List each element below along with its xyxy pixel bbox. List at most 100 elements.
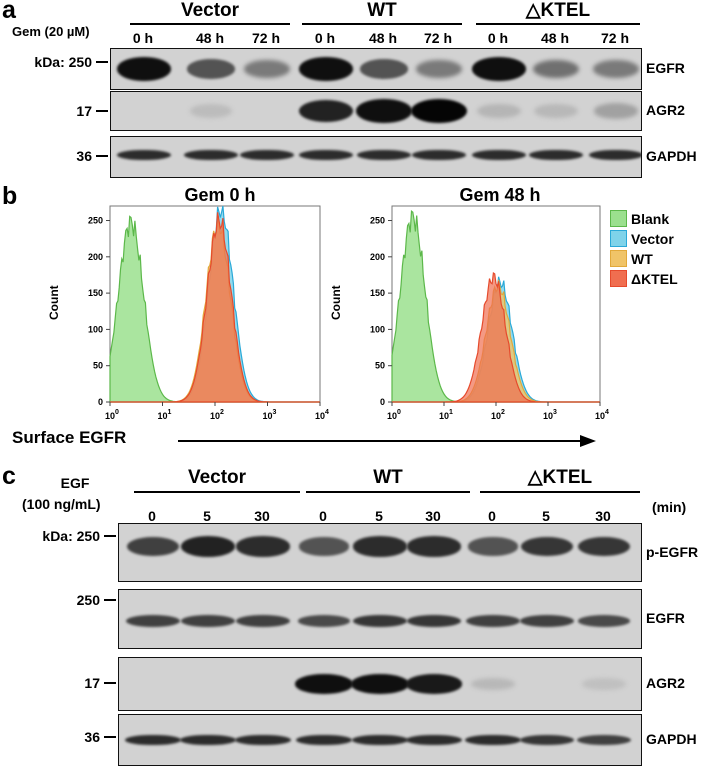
- legend-label: WT: [631, 250, 653, 267]
- histogram-title-gem-48h: Gem 48 h: [459, 185, 541, 205]
- x-tick-label: 100: [387, 409, 401, 421]
- protein-band: [117, 149, 171, 161]
- lane-label: 0 h: [314, 30, 336, 46]
- y-tick-label: 150: [370, 288, 385, 298]
- protein-band: [532, 59, 580, 79]
- protein-label-egfr: EGFR: [646, 60, 685, 76]
- y-tick-label: 250: [370, 216, 385, 226]
- x-tick-label: 102: [210, 409, 224, 421]
- protein-band: [240, 149, 294, 161]
- protein-band: [184, 149, 238, 161]
- protein-band: [299, 149, 353, 161]
- group-label-wt: WT: [373, 467, 403, 488]
- kda-marker-label: 250: [76, 592, 100, 608]
- group-label-vector: Vector: [180, 0, 240, 21]
- x-tick-exponent: 1: [168, 409, 172, 416]
- protein-band: [470, 678, 516, 690]
- time-unit-label: (min): [652, 499, 687, 515]
- group-underline: [476, 23, 640, 25]
- protein-label-gapdh: GAPDH: [646, 148, 697, 164]
- protein-label-egfr: EGFR: [646, 610, 685, 626]
- group-underline: [480, 491, 640, 493]
- protein-band: [593, 103, 639, 119]
- group-label-dktel: △KTEL: [527, 467, 593, 488]
- blot-strip-gapdh: [118, 714, 642, 766]
- protein-band: [472, 149, 526, 161]
- legend-swatch: [610, 270, 627, 288]
- legend-swatch: [610, 230, 627, 248]
- protein-band: [126, 614, 180, 628]
- protein-band: [353, 536, 407, 557]
- lane-label: 0: [148, 508, 156, 524]
- y-tick-label: 0: [98, 397, 103, 407]
- lane-label: 5: [542, 508, 550, 524]
- egf-concentration-label: (100 ng/mL): [22, 496, 101, 512]
- protein-band: [299, 99, 353, 123]
- legend-swatch: [610, 250, 627, 268]
- legend-item: Blank: [610, 210, 669, 228]
- x-tick-label: 104: [595, 409, 609, 421]
- protein-band: [593, 60, 639, 78]
- lane-label: 48 h: [195, 30, 224, 46]
- protein-band: [406, 614, 462, 628]
- lane-label: 48 h: [368, 30, 397, 46]
- y-axis-label-count: Count: [329, 285, 343, 320]
- protein-band: [519, 734, 575, 746]
- lane-label: 72 h: [423, 30, 452, 46]
- y-tick-label: 100: [370, 324, 385, 334]
- group-underline: [130, 23, 290, 25]
- protein-band: [581, 678, 627, 690]
- protein-band: [186, 59, 236, 79]
- protein-band: [520, 536, 574, 557]
- histogram-title-gem-0h: Gem 0 h: [184, 185, 256, 205]
- y-tick-label: 50: [375, 361, 385, 371]
- x-tick-label: 103: [543, 409, 557, 421]
- protein-band: [405, 674, 463, 694]
- protein-band: [359, 59, 409, 79]
- group-underline: [134, 491, 300, 493]
- x-tick-exponent: 0: [115, 409, 119, 416]
- protein-band: [412, 149, 466, 161]
- y-axis-label-count: Count: [47, 285, 61, 320]
- x-tick-label: 100: [105, 409, 119, 421]
- protein-band: [181, 614, 235, 628]
- group-label-wt: WT: [367, 0, 397, 21]
- group-label-dktel: △KTEL: [525, 0, 591, 21]
- protein-band: [244, 60, 290, 78]
- x-tick-label: 104: [315, 409, 329, 421]
- kda-marker-tick: [96, 155, 108, 157]
- protein-band: [236, 614, 290, 628]
- protein-band: [411, 99, 467, 123]
- lane-label: 0: [319, 508, 327, 524]
- blot-strip-gapdh: [110, 136, 642, 178]
- y-tick-label: 50: [93, 361, 103, 371]
- kda-marker-label: 17: [84, 675, 100, 691]
- kda-marker-label: 36: [84, 729, 100, 745]
- x-tick-label: 103: [263, 409, 277, 421]
- lane-label: 30: [425, 508, 441, 524]
- legend-item: ΔKTEL: [610, 270, 678, 288]
- protein-band: [125, 734, 181, 746]
- lane-label: 0 h: [132, 30, 154, 46]
- legend-swatch: [610, 210, 627, 228]
- lane-label: 30: [254, 508, 270, 524]
- legend-item: Vector: [610, 230, 674, 248]
- protein-band: [529, 149, 583, 161]
- kda-marker-label: 36: [76, 148, 92, 164]
- lane-label: 0: [488, 508, 496, 524]
- group-underline: [306, 491, 470, 493]
- protein-band: [189, 104, 233, 118]
- protein-label-agr2: AGR2: [646, 102, 685, 118]
- panel-label-b: b: [2, 182, 18, 210]
- protein-band: [296, 734, 352, 746]
- x-axis-arrow-head: [580, 435, 596, 447]
- lane-label: 30: [595, 508, 611, 524]
- blot-strip-egfr: [118, 589, 642, 649]
- protein-band: [477, 103, 521, 119]
- protein-band: [297, 615, 351, 627]
- protein-band: [298, 537, 350, 556]
- protein-band: [351, 674, 409, 694]
- kda-marker-label: 17: [76, 103, 92, 119]
